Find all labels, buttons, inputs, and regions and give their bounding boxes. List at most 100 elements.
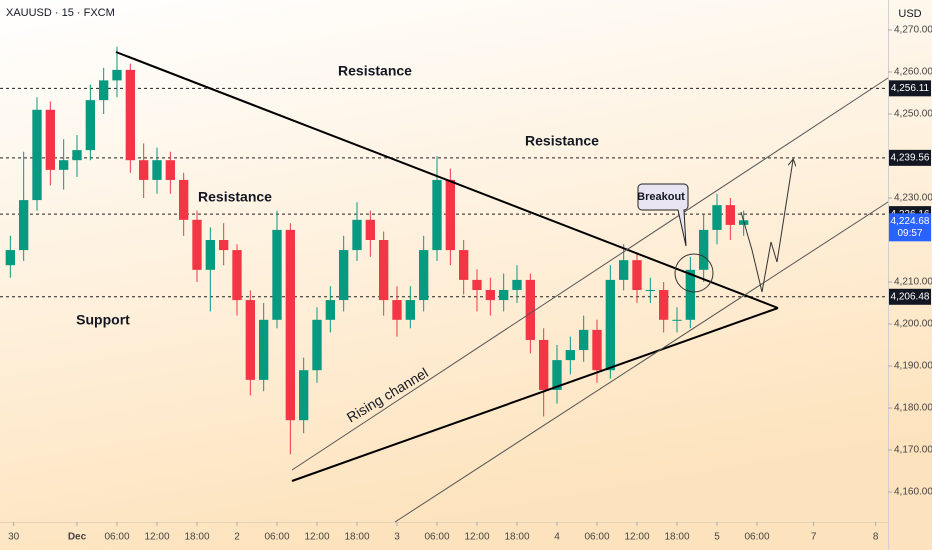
y-tick-label: 4,200.00 — [894, 319, 932, 330]
candle-body — [605, 279, 615, 371]
candle-body — [459, 250, 469, 280]
candle-body — [19, 200, 29, 251]
candle-body — [445, 179, 455, 251]
annotation: Breakout — [637, 191, 685, 203]
x-tick-label: 30 — [8, 532, 20, 543]
candle-body — [299, 370, 309, 421]
y-tick-label: 4,170.00 — [894, 445, 932, 456]
x-tick-label: 4 — [554, 532, 560, 543]
x-tick-label: 12:00 — [304, 532, 329, 543]
candle-body — [272, 229, 282, 320]
candle-body — [219, 239, 229, 251]
channel-upper — [291, 77, 889, 471]
candle-body — [699, 229, 709, 270]
candle-body — [419, 250, 429, 301]
candle-body — [472, 279, 482, 290]
candle-body — [245, 300, 255, 380]
candle-body — [619, 260, 629, 280]
level-label-box — [889, 80, 931, 97]
axes: 4,270.00 4,260.00 4,250.00 4,230.00 4,210.00… — [8, 25, 932, 543]
candle-body — [112, 69, 122, 81]
candle-body — [485, 289, 495, 301]
candle-body — [232, 250, 242, 301]
candle-body — [525, 279, 535, 340]
last-price-box — [889, 213, 931, 242]
candle-body — [339, 250, 349, 301]
candle-body — [72, 150, 82, 161]
candle-body — [179, 179, 189, 220]
x-tick-label: 18:00 — [184, 532, 209, 543]
x-tick-label: 18:00 — [344, 532, 369, 543]
candle-body — [592, 329, 602, 371]
x-tick-label: 06:00 — [264, 532, 289, 543]
annotation: Support — [76, 312, 130, 328]
y-tick-label: 4,250.00 — [894, 109, 932, 120]
candle-body — [659, 289, 669, 320]
x-tick-label: 5 — [714, 532, 720, 543]
y-tick-label: 4,210.00 — [894, 277, 932, 288]
currency[interactable]: USD — [898, 8, 921, 20]
candle-body — [352, 219, 362, 251]
candle-body — [312, 319, 322, 371]
candle-body — [59, 160, 69, 170]
x-tick-label: 12:00 — [144, 532, 169, 543]
x-tick-label: 06:00 — [584, 532, 609, 543]
x-tick-label: 8 — [873, 532, 879, 543]
y-tick-label: 4,230.00 — [894, 193, 932, 204]
breakout-circle — [674, 253, 714, 293]
candle-body — [379, 239, 389, 301]
breakout-callout — [637, 183, 689, 247]
y-tick-label: 4,190.00 — [894, 361, 932, 372]
x-tick-label: 18:00 — [504, 532, 529, 543]
x-tick-label: 06:00 — [744, 532, 769, 543]
candle-body — [405, 300, 415, 320]
candle-body — [32, 109, 42, 201]
chart-title: XAUUSD · 15 · FXCM — [6, 7, 115, 19]
candle-body — [125, 69, 135, 161]
candle-body — [85, 100, 95, 151]
channel-lower — [394, 201, 889, 523]
y-tick-label: 4,270.00 — [894, 25, 932, 36]
candle-body — [712, 205, 722, 230]
last-price-label: 4,224.68 — [891, 216, 930, 227]
x-tick-label: Dec — [68, 532, 87, 543]
candle-body — [365, 219, 375, 240]
y-tick-label: 4,180.00 — [894, 403, 932, 414]
x-tick-label: 2 — [234, 532, 240, 543]
y-tick-label: 4,260.00 — [894, 67, 932, 78]
candle-body — [432, 179, 442, 251]
candle-body — [579, 329, 589, 351]
candle-body — [325, 300, 335, 320]
x-tick-label: 12:00 — [464, 532, 489, 543]
x-tick-label: 3 — [394, 532, 400, 543]
candle-body — [539, 339, 549, 390]
annotation: Resistance — [525, 133, 599, 149]
levels — [0, 87, 888, 298]
candle-body — [552, 360, 562, 390]
x-tick-label: 12:00 — [624, 532, 649, 543]
annotation: Resistance — [338, 63, 412, 79]
x-tick-label: 18:00 — [664, 532, 689, 543]
level-label-box — [889, 288, 931, 305]
candle-body — [139, 160, 149, 180]
candle-body — [725, 205, 735, 225]
candle-body — [5, 250, 16, 266]
projection-path — [740, 160, 793, 293]
candle-body — [192, 219, 202, 270]
y-tick-label: 4,160.00 — [894, 487, 932, 498]
candle-body — [499, 289, 509, 301]
candle-body — [45, 109, 55, 170]
candle-body — [205, 239, 215, 270]
candle-body — [685, 269, 695, 320]
candle-body — [165, 160, 175, 180]
x-tick-label: 06:00 — [104, 532, 129, 543]
candle-body — [632, 260, 642, 290]
candles — [5, 46, 749, 455]
x-tick-label: 06:00 — [424, 532, 449, 543]
drawings — [115, 51, 889, 523]
countdown: 09:57 — [897, 228, 922, 239]
level-label-box — [889, 149, 931, 166]
level-label: 4,256.11 — [891, 83, 930, 94]
candle-body — [512, 279, 522, 290]
